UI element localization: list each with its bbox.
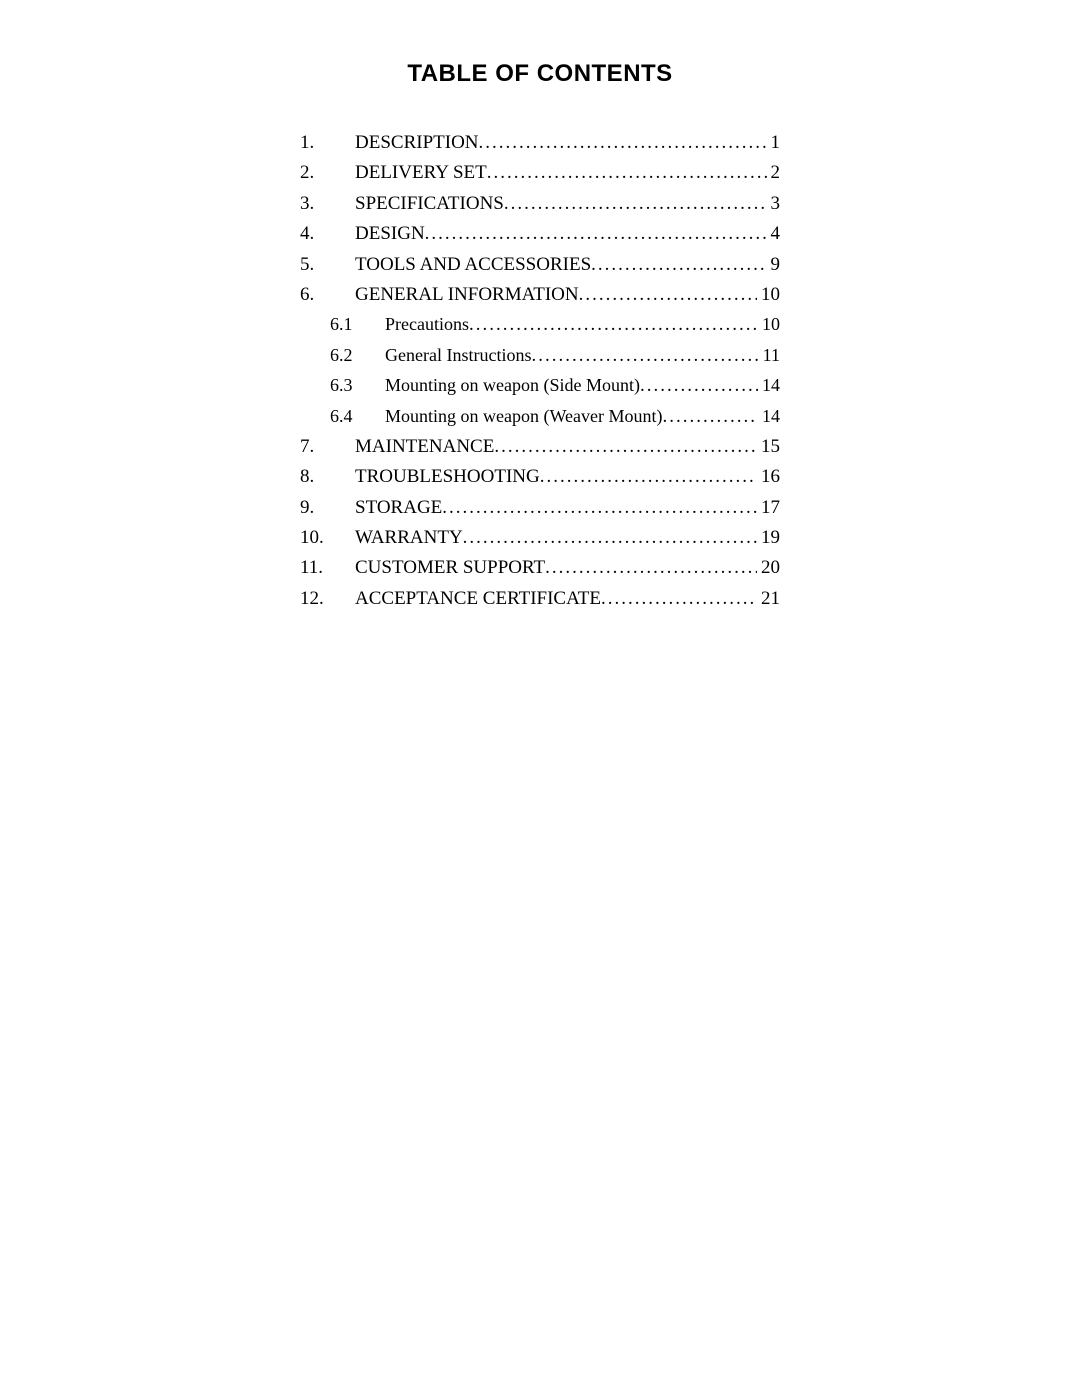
- toc-leader-dots: [540, 462, 757, 492]
- toc-entry-page: 3: [767, 189, 781, 219]
- toc-entry-page: 16: [757, 462, 780, 492]
- toc-entry-number: 3.: [300, 189, 355, 219]
- toc-leader-dots: [463, 523, 757, 553]
- toc-entry: 7.MAINTENANCE 15: [300, 432, 780, 462]
- toc-entry-page: 17: [757, 493, 780, 523]
- toc-entry-label: CUSTOMER SUPPORT: [355, 553, 545, 583]
- toc-entry-label: General Instructions: [385, 341, 531, 370]
- toc-entry-number: 7.: [300, 432, 355, 462]
- toc-entry-page: 10: [757, 280, 780, 310]
- toc-entry: 4.DESIGN 4: [300, 219, 780, 249]
- toc-leader-dots: [425, 219, 767, 249]
- toc-leader-dots: [469, 310, 758, 340]
- toc-entry-number: 6.3: [330, 371, 385, 400]
- table-of-contents: 1.DESCRIPTION12.DELIVERY SET23.SPECIFICA…: [300, 128, 780, 614]
- toc-entry-number: 11.: [300, 553, 355, 583]
- toc-entry-page: 4: [767, 219, 781, 249]
- toc-leader-dots: [591, 250, 766, 280]
- toc-entry: 6.4Mounting on weapon (Weaver Mount) 14: [300, 402, 780, 432]
- toc-leader-dots: [487, 158, 767, 188]
- toc-entry-number: 5.: [300, 250, 355, 280]
- toc-entry: 5.TOOLS AND ACCESSORIES 9: [300, 250, 780, 280]
- toc-entry-page: 20: [757, 553, 780, 583]
- toc-entry: 9.STORAGE 17: [300, 493, 780, 523]
- toc-entry-label: Precautions: [385, 310, 469, 339]
- toc-entry: 1.DESCRIPTION 1: [300, 128, 780, 158]
- toc-entry: 2.DELIVERY SET 2: [300, 158, 780, 188]
- toc-entry-page: 15: [757, 432, 780, 462]
- toc-entry: 3.SPECIFICATIONS 3: [300, 189, 780, 219]
- toc-leader-dots: [601, 584, 757, 614]
- toc-entry-number: 2.: [300, 158, 355, 188]
- toc-entry-label: TROUBLESHOOTING: [355, 462, 540, 492]
- toc-entry-page: 1: [767, 128, 781, 158]
- toc-entry-number: 6.2: [330, 341, 385, 370]
- toc-entry: 6.3Mounting on weapon (Side Mount) 14: [300, 371, 780, 401]
- toc-entry: 11.CUSTOMER SUPPORT 20: [300, 553, 780, 583]
- toc-entry-label: STORAGE: [355, 493, 442, 523]
- toc-entry-page: 14: [758, 371, 780, 400]
- toc-leader-dots: [579, 280, 757, 310]
- toc-entry-number: 6.1: [330, 310, 385, 339]
- toc-entry: 8.TROUBLESHOOTING 16: [300, 462, 780, 492]
- toc-entry-number: 10.: [300, 523, 355, 553]
- toc-leader-dots: [663, 402, 759, 432]
- toc-entry-number: 8.: [300, 462, 355, 492]
- toc-leader-dots: [504, 189, 767, 219]
- toc-leader-dots: [531, 341, 758, 371]
- toc-entry-label: TOOLS AND ACCESSORIES: [355, 250, 591, 280]
- toc-entry-page: 19: [757, 523, 780, 553]
- toc-entry-label: ACCEPTANCE CERTIFICATE: [355, 584, 601, 614]
- toc-entry-label: DELIVERY SET: [355, 158, 487, 188]
- toc-leader-dots: [494, 432, 757, 462]
- toc-entry-number: 6.: [300, 280, 355, 310]
- toc-entry-label: WARRANTY: [355, 523, 463, 553]
- toc-entry: 12.ACCEPTANCE CERTIFICATE 21: [300, 584, 780, 614]
- toc-leader-dots: [479, 128, 767, 158]
- toc-entry-label: SPECIFICATIONS: [355, 189, 504, 219]
- document-page: TABLE OF CONTENTS 1.DESCRIPTION12.DELIVE…: [0, 0, 1080, 674]
- toc-entry-label: GENERAL INFORMATION: [355, 280, 579, 310]
- toc-entry-label: Mounting on weapon (Weaver Mount): [385, 402, 663, 431]
- toc-entry-label: DESCRIPTION: [355, 128, 479, 158]
- toc-leader-dots: [442, 493, 757, 523]
- page-title: TABLE OF CONTENTS: [100, 60, 980, 88]
- toc-entry-label: DESIGN: [355, 219, 425, 249]
- toc-leader-dots: [640, 371, 758, 401]
- toc-entry-page: 10: [758, 310, 780, 339]
- toc-entry-number: 6.4: [330, 402, 385, 431]
- toc-entry-label: Mounting on weapon (Side Mount): [385, 371, 640, 400]
- toc-entry: 6.GENERAL INFORMATION 10: [300, 280, 780, 310]
- toc-entry-number: 1.: [300, 128, 355, 158]
- toc-entry: 6.1Precautions 10: [300, 310, 780, 340]
- toc-entry-page: 21: [757, 584, 780, 614]
- toc-entry-page: 2: [767, 158, 781, 188]
- toc-entry-number: 4.: [300, 219, 355, 249]
- toc-entry-page: 9: [767, 250, 781, 280]
- toc-entry: 10.WARRANTY 19: [300, 523, 780, 553]
- toc-entry-label: MAINTENANCE: [355, 432, 494, 462]
- toc-entry: 6.2General Instructions 11: [300, 341, 780, 371]
- toc-entry-page: 11: [759, 341, 780, 370]
- toc-entry-page: 14: [758, 402, 780, 431]
- toc-leader-dots: [545, 553, 757, 583]
- toc-entry-number: 9.: [300, 493, 355, 523]
- toc-entry-number: 12.: [300, 584, 355, 614]
